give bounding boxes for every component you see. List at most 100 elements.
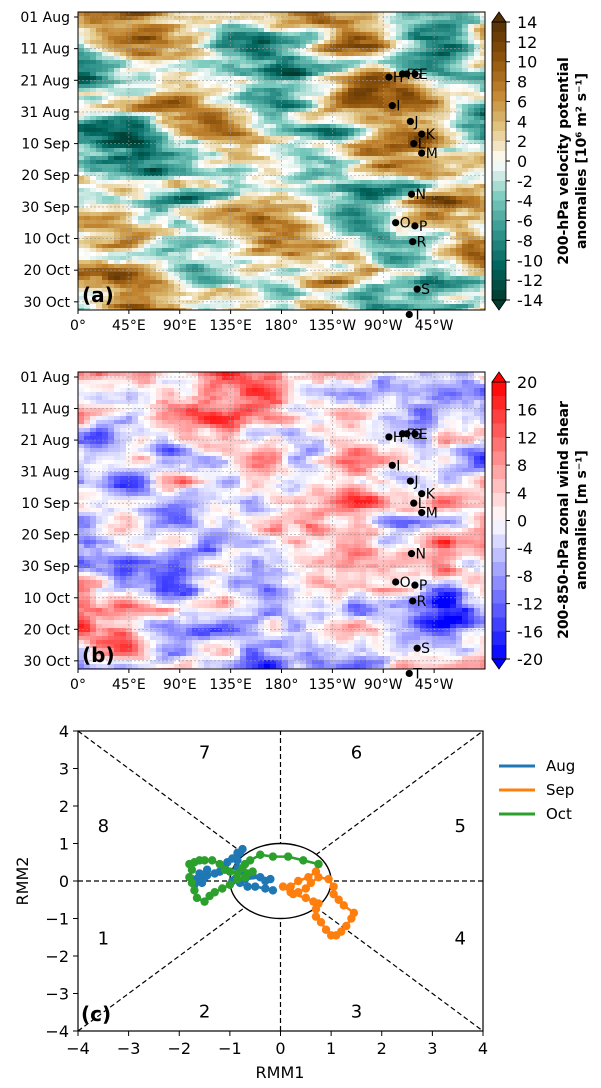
heat-cell — [456, 140, 463, 145]
heat-cell — [84, 152, 91, 157]
heat-cell — [246, 168, 253, 173]
heat-cell — [168, 108, 175, 113]
heat-cell — [228, 20, 235, 25]
heat-cell — [450, 60, 457, 65]
heat-cell — [114, 136, 121, 141]
heat-cell — [90, 148, 97, 153]
heat-cell — [192, 24, 199, 29]
heat-cell — [168, 120, 175, 125]
heat-cell — [468, 44, 475, 49]
heat-cell — [324, 292, 331, 297]
heat-cell — [90, 216, 97, 221]
heat-cell — [306, 200, 313, 205]
heat-cell — [384, 160, 391, 165]
panel-a: HIFGEJKLMNOPRST 0°45°E90°E135°E180°135°W… — [20, 10, 590, 334]
heat-cell — [414, 68, 421, 73]
heat-cell — [300, 224, 307, 229]
heat-cell — [438, 156, 445, 161]
heat-cell — [444, 272, 451, 277]
heat-cell — [156, 228, 163, 233]
heat-cell — [222, 232, 229, 237]
heat-cell — [300, 184, 307, 189]
heat-cell — [450, 260, 457, 265]
heat-cell — [354, 292, 361, 297]
heat-cell — [306, 144, 313, 149]
heat-cell — [378, 200, 385, 205]
heat-cell — [84, 224, 91, 229]
heat-cell — [138, 32, 145, 37]
heat-cell — [120, 168, 127, 173]
heat-cell — [354, 204, 361, 209]
heat-cell — [198, 80, 205, 85]
heat-cell — [396, 272, 403, 277]
heat-cell — [348, 192, 355, 197]
heat-cell — [252, 300, 259, 305]
heat-cell — [402, 120, 409, 125]
heat-cell — [174, 260, 181, 265]
heat-cell — [252, 152, 259, 157]
heat-cell — [354, 244, 361, 249]
heat-cell — [186, 108, 193, 113]
heat-cell — [156, 120, 163, 125]
heat-cell — [348, 212, 355, 217]
heat-cell — [384, 248, 391, 253]
heat-cell — [270, 76, 277, 81]
heat-cell — [258, 12, 265, 17]
heat-cell — [444, 56, 451, 61]
heat-cell — [438, 276, 445, 281]
heat-cell — [210, 16, 217, 21]
heat-cell — [312, 128, 319, 133]
heat-cell — [252, 20, 259, 25]
heat-cell — [276, 184, 283, 189]
heat-cell — [324, 172, 331, 177]
heat-cell — [372, 96, 379, 101]
heat-cell — [420, 192, 427, 197]
heat-cell — [180, 40, 187, 45]
heat-cell — [474, 92, 481, 97]
heat-cell — [198, 100, 205, 105]
heat-cell — [426, 52, 433, 57]
heat-cell — [474, 124, 481, 129]
heat-cell — [120, 252, 127, 257]
heat-cell — [288, 88, 295, 93]
heat-cell — [78, 232, 85, 237]
heat-cell — [354, 136, 361, 141]
heat-cell — [390, 228, 397, 233]
heat-cell — [114, 300, 121, 305]
heat-cell — [450, 164, 457, 169]
heat-cell — [174, 124, 181, 129]
heat-cell — [234, 52, 241, 57]
heat-cell — [144, 192, 151, 197]
heat-cell — [378, 112, 385, 117]
heat-cell — [342, 44, 349, 49]
heat-cell — [462, 176, 469, 181]
heat-cell — [282, 200, 289, 205]
heat-cell — [288, 96, 295, 101]
heat-cell — [396, 248, 403, 253]
heat-cell — [396, 292, 403, 297]
heat-cell — [198, 272, 205, 277]
heat-cell — [204, 232, 211, 237]
heat-cell — [384, 100, 391, 105]
heat-cell — [414, 252, 421, 257]
heat-cell — [360, 28, 367, 33]
heat-cell — [264, 140, 271, 145]
heat-cell — [432, 24, 439, 29]
heat-cell — [228, 240, 235, 245]
heat-cell — [420, 112, 427, 117]
heat-cell — [270, 264, 277, 269]
heat-cell — [102, 72, 109, 77]
heat-cell — [294, 140, 301, 145]
heat-cell — [420, 120, 427, 125]
heat-cell — [402, 284, 409, 289]
heat-cell — [252, 136, 259, 141]
heat-cell — [336, 140, 343, 145]
heat-cell — [108, 40, 115, 45]
heat-cell — [480, 148, 485, 153]
heat-cell — [150, 228, 157, 233]
heat-cell — [210, 132, 217, 137]
heat-cell — [390, 292, 397, 297]
heat-cell — [210, 256, 217, 261]
heat-cell — [144, 72, 151, 77]
heat-cell — [198, 36, 205, 41]
